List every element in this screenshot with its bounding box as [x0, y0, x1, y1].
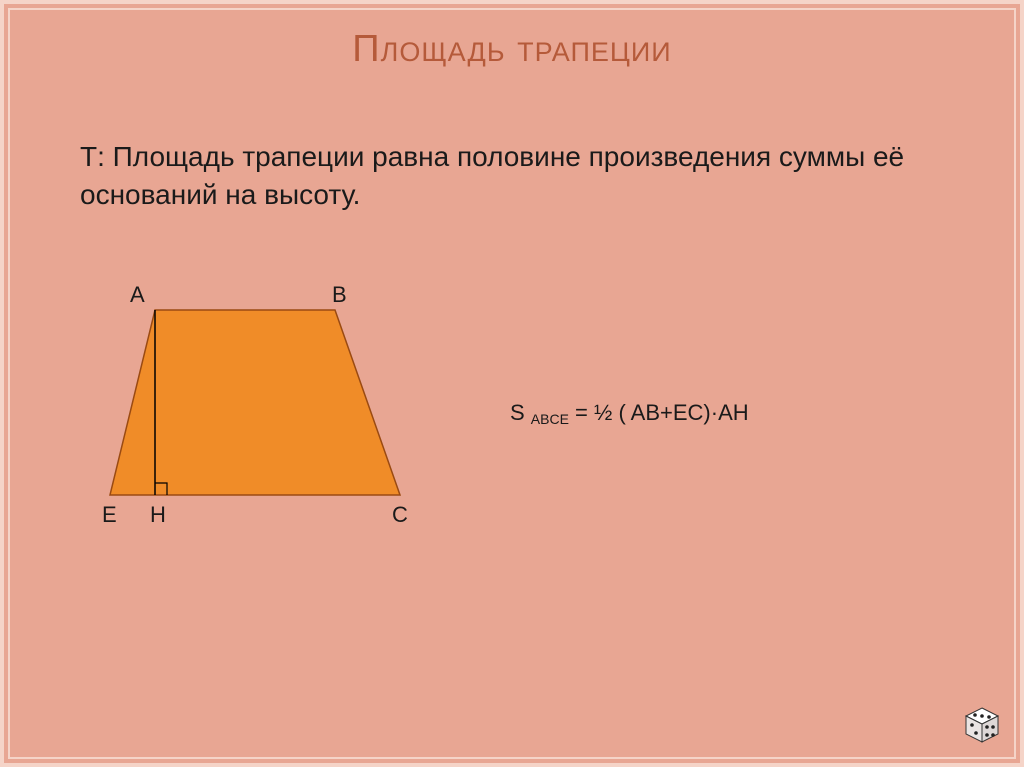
label-a: A	[130, 282, 145, 308]
theorem-text: Т: Площадь трапеции равна половине произ…	[80, 138, 944, 214]
formula-prefix: S	[510, 400, 531, 425]
area-formula: S ABCE = ½ ( AB+EC)·AH	[510, 400, 749, 426]
formula-rest: = ½ ( AB+EC)·AH	[569, 400, 749, 425]
trapezoid-diagram: A B C E H	[100, 300, 440, 550]
label-c: C	[392, 502, 408, 528]
label-h: H	[150, 502, 166, 528]
dice-icon[interactable]	[962, 705, 1002, 745]
slide-title: Площадь трапеции	[0, 28, 1024, 71]
label-e: E	[102, 502, 117, 528]
label-b: B	[332, 282, 347, 308]
formula-subscript: ABCE	[531, 411, 569, 427]
